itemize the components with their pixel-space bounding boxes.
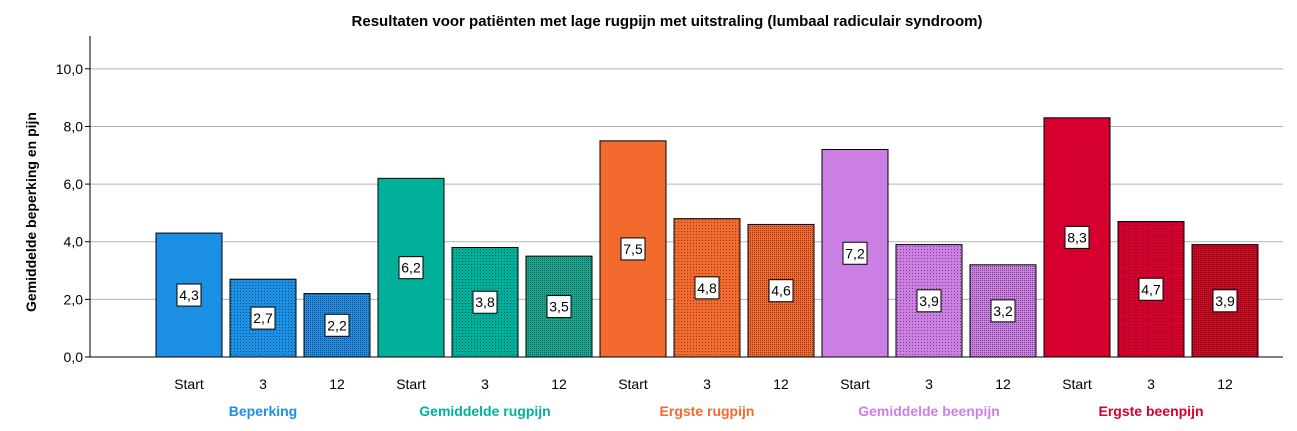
category-label: 3	[925, 376, 933, 392]
chart-title: Resultaten voor patiënten met lage rugpi…	[352, 13, 983, 30]
category-label: 3	[1147, 376, 1155, 392]
data-label: 6,2	[401, 260, 421, 276]
category-label: 12	[995, 376, 1011, 392]
category-label: Start	[174, 376, 204, 392]
y-tick-labels: 0,0 2,0 4,0 6,0 8,0 10,0	[56, 61, 90, 365]
data-label-box	[842, 241, 868, 265]
category-label: 12	[551, 376, 567, 392]
data-label-box	[324, 313, 350, 337]
data-label-box	[768, 279, 794, 303]
data-label: 7,2	[845, 245, 865, 261]
y-tick-label: 10,0	[56, 61, 83, 77]
category-label: 3	[481, 376, 489, 392]
category-label: 12	[1217, 376, 1233, 392]
data-label: 3,2	[993, 303, 1013, 319]
group-labels: Beperking Gemiddelde rugpijn Ergste rugpij…	[229, 403, 1204, 419]
group-label: Ergste rugpijn	[660, 403, 755, 419]
data-label-box	[250, 306, 276, 330]
data-label: 3,8	[475, 294, 495, 310]
group-label: Gemiddelde rugpijn	[419, 403, 550, 419]
category-label: 12	[329, 376, 345, 392]
data-label-box	[620, 237, 646, 261]
data-label-box	[694, 276, 720, 300]
bars: 4,3 2,7 2,2 6,2 3,8 3,5 7,5 4,8 4,6 7,2 3,9 3,2 8,3 4…	[155, 117, 1259, 358]
data-label-box	[176, 283, 202, 307]
data-label-box	[916, 289, 942, 313]
data-label-box	[472, 290, 498, 314]
category-label: Start	[840, 376, 870, 392]
category-label: Start	[396, 376, 426, 392]
group-label: Beperking	[229, 403, 297, 419]
data-label: 7,5	[623, 241, 643, 257]
data-label-box	[1212, 289, 1238, 313]
y-tick-label: 0,0	[64, 349, 84, 365]
category-label: 3	[703, 376, 711, 392]
data-label: 4,6	[771, 283, 791, 299]
data-label: 3,5	[549, 299, 569, 315]
y-tick-label: 4,0	[64, 234, 84, 250]
data-label: 3,9	[1215, 293, 1235, 309]
data-label: 8,3	[1067, 229, 1087, 245]
category-label: 3	[259, 376, 267, 392]
y-axis-label: Gemiddelde beperking en pijn	[23, 112, 39, 312]
data-label: 3,9	[919, 293, 939, 309]
data-label-box	[1064, 225, 1090, 249]
data-label-box	[546, 295, 572, 319]
category-labels: Start 3 12 Start 3 12 Start 3 12 Start 3 12 Start 3 12	[174, 376, 1233, 392]
group-label: Ergste beenpijn	[1098, 403, 1203, 419]
y-tick-label: 8,0	[64, 118, 84, 134]
data-label: 2,2	[327, 317, 347, 333]
category-label: 12	[773, 376, 789, 392]
data-label-box	[990, 299, 1016, 323]
group-label: Gemiddelde beenpijn	[858, 403, 1000, 419]
data-label-box	[1138, 277, 1164, 301]
data-label-box	[398, 256, 424, 280]
data-label: 4,7	[1141, 281, 1161, 297]
y-tick-label: 6,0	[64, 176, 84, 192]
data-label: 4,3	[179, 287, 199, 303]
data-label: 4,8	[697, 280, 717, 296]
y-tick-label: 2,0	[64, 291, 84, 307]
category-label: Start	[618, 376, 648, 392]
data-label: 2,7	[253, 310, 273, 326]
category-label: Start	[1062, 376, 1092, 392]
